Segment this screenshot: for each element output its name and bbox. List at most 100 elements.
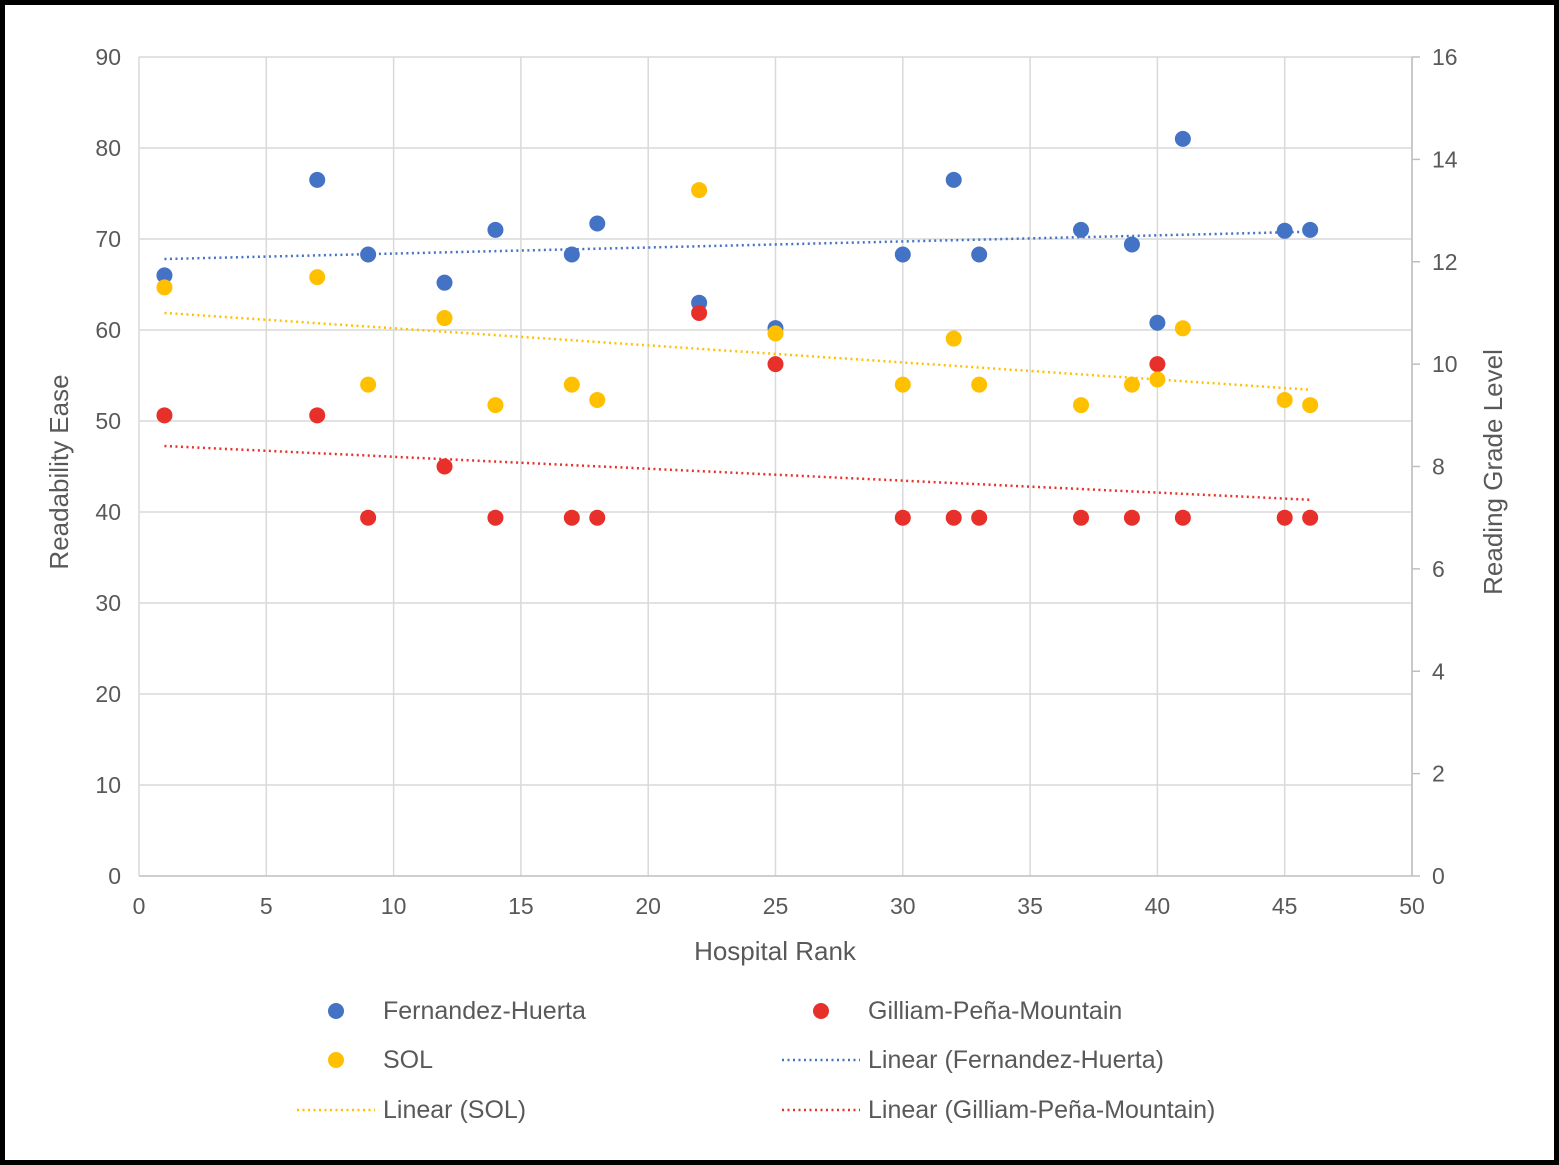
y-tick-label: 90	[95, 44, 121, 70]
point-fernandez-huerta	[309, 171, 326, 188]
y2-tick-label: 8	[1432, 454, 1445, 480]
point-sol	[945, 330, 962, 347]
point-gilliam-pe-a-mountain	[309, 407, 326, 424]
point-sol	[1149, 371, 1166, 388]
legend-marker	[813, 1003, 829, 1019]
point-gilliam-pe-a-mountain	[1149, 356, 1166, 373]
point-fernandez-huerta	[971, 246, 988, 263]
point-fernandez-huerta	[436, 274, 453, 291]
point-sol	[894, 376, 911, 393]
point-sol	[1123, 376, 1140, 393]
point-sol	[487, 397, 504, 414]
point-sol	[156, 279, 173, 296]
point-sol	[563, 376, 580, 393]
x-tick-label: 25	[763, 893, 789, 919]
x-tick-label: 20	[635, 893, 661, 919]
x-tick-label: 0	[133, 893, 146, 919]
point-fernandez-huerta	[487, 221, 504, 238]
point-gilliam-pe-a-mountain	[589, 509, 606, 526]
y-tick-label: 70	[95, 226, 121, 252]
scatter-chart: 0 5 10 15 20 25 30 35 40 45 50 0 10 20 30 40 50 60 70 80 90 0…	[44, 44, 1508, 1124]
point-sol	[1174, 320, 1191, 337]
point-fernandez-huerta	[360, 246, 377, 263]
y-axis-title: Readability Ease	[44, 374, 74, 569]
point-fernandez-huerta	[1302, 221, 1319, 238]
point-gilliam-pe-a-mountain	[691, 304, 708, 321]
x-tick-label: 50	[1399, 893, 1425, 919]
legend-label: Linear (Fernandez-Huerta)	[868, 1046, 1164, 1074]
y2-tick-label: 12	[1432, 249, 1458, 275]
point-gilliam-pe-a-mountain	[1123, 509, 1140, 526]
point-sol	[1073, 397, 1090, 414]
point-gilliam-pe-a-mountain	[971, 509, 988, 526]
x-tick-label: 30	[890, 893, 916, 919]
point-gilliam-pe-a-mountain	[360, 509, 377, 526]
axes	[138, 56, 1420, 877]
y2-tick-label: 0	[1432, 863, 1445, 889]
y-tick-label: 20	[95, 681, 121, 707]
point-fernandez-huerta	[945, 171, 962, 188]
x-tick-label: 40	[1145, 893, 1171, 919]
point-gilliam-pe-a-mountain	[156, 407, 173, 424]
point-sol	[1276, 391, 1293, 408]
y2-tick-label: 6	[1432, 556, 1445, 582]
y2-axis-title: Reading Grade Level	[1478, 349, 1508, 595]
y-tick-label: 80	[95, 135, 121, 161]
legend: Fernandez-Huerta Gilliam-Peña-Mountain SOL…	[297, 997, 1215, 1124]
x-tick-label: 5	[260, 893, 273, 919]
legend-marker	[328, 1003, 344, 1019]
point-sol	[589, 391, 606, 408]
y-tick-label: 30	[95, 590, 121, 616]
point-gilliam-pe-a-mountain	[945, 509, 962, 526]
x-tick-label: 10	[381, 893, 407, 919]
point-gilliam-pe-a-mountain	[1174, 509, 1191, 526]
point-sol	[767, 325, 784, 342]
point-gilliam-pe-a-mountain	[767, 356, 784, 373]
y-tick-label: 50	[95, 408, 121, 434]
point-fernandez-huerta	[156, 267, 173, 284]
data-points	[156, 130, 1319, 526]
point-gilliam-pe-a-mountain	[894, 509, 911, 526]
x-tick-label: 45	[1272, 893, 1298, 919]
point-sol	[1302, 397, 1319, 414]
point-gilliam-pe-a-mountain	[1073, 509, 1090, 526]
point-sol	[436, 310, 453, 327]
tick-labels: 0 5 10 15 20 25 30 35 40 45 50 0 10 20 30 40 50 60 70 80 90 0…	[95, 44, 1457, 919]
gridlines	[139, 56, 1413, 876]
trendlines	[164, 230, 1311, 502]
y-tick-label: 60	[95, 317, 121, 343]
point-gilliam-pe-a-mountain	[436, 458, 453, 475]
legend-label: Linear (Gilliam-Peña-Mountain)	[868, 1096, 1215, 1124]
legend-label: Gilliam-Peña-Mountain	[868, 997, 1122, 1025]
x-axis-title: Hospital Rank	[694, 936, 857, 966]
point-fernandez-huerta	[1149, 314, 1166, 331]
trendline	[164, 311, 1311, 391]
legend-label: Linear (SOL)	[383, 1096, 526, 1124]
trendline	[164, 444, 1311, 502]
point-fernandez-huerta	[1073, 221, 1090, 238]
point-gilliam-pe-a-mountain	[1276, 509, 1293, 526]
x-tick-label: 35	[1017, 893, 1043, 919]
point-fernandez-huerta	[563, 246, 580, 263]
x-tick-label: 15	[508, 893, 534, 919]
y2-tick-label: 14	[1432, 146, 1458, 172]
point-sol	[691, 182, 708, 199]
y2-tick-label: 2	[1432, 761, 1445, 787]
point-gilliam-pe-a-mountain	[487, 509, 504, 526]
point-gilliam-pe-a-mountain	[1302, 509, 1319, 526]
point-sol	[309, 269, 326, 286]
legend-label: Fernandez-Huerta	[383, 997, 586, 1025]
legend-label: SOL	[383, 1046, 433, 1074]
point-fernandez-huerta	[1276, 222, 1293, 239]
point-sol	[360, 376, 377, 393]
point-sol	[971, 376, 988, 393]
y-tick-label: 40	[95, 499, 121, 525]
y-tick-label: 0	[108, 863, 121, 889]
point-fernandez-huerta	[1174, 130, 1191, 147]
y2-tick-label: 4	[1432, 658, 1445, 684]
legend-marker	[328, 1052, 344, 1068]
point-fernandez-huerta	[589, 215, 606, 232]
point-gilliam-pe-a-mountain	[563, 509, 580, 526]
y-tick-label: 10	[95, 772, 121, 798]
